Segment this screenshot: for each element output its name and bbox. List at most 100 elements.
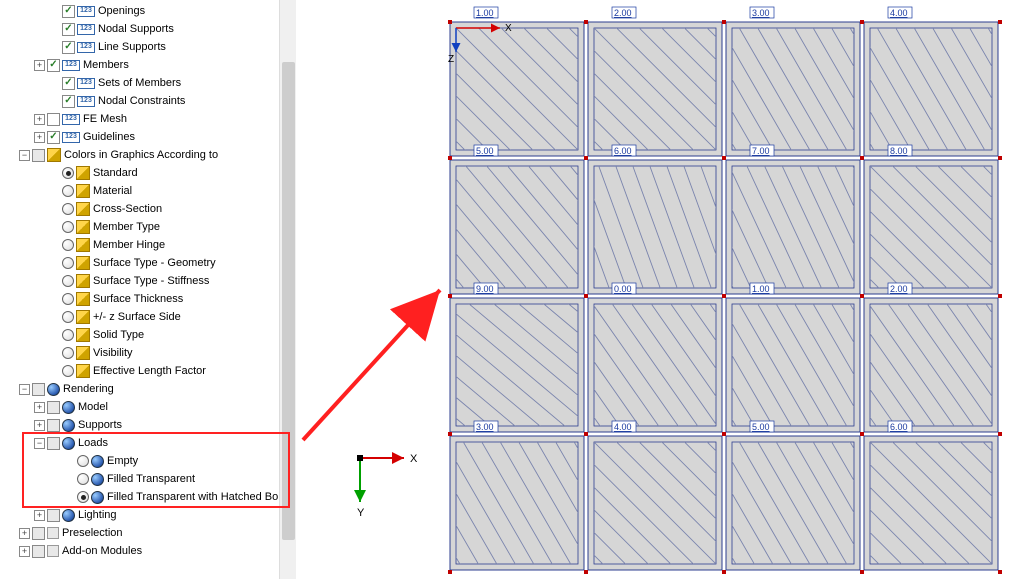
expander-icon[interactable]: [19, 150, 30, 161]
tree-row[interactable]: Nodal Supports: [4, 20, 296, 38]
radio[interactable]: [62, 311, 74, 323]
tree-row[interactable]: Surface Type - Geometry: [4, 254, 296, 272]
expander-icon[interactable]: [34, 438, 45, 449]
tree-row[interactable]: Colors in Graphics According to: [4, 146, 296, 164]
expander-spacer: [49, 240, 60, 251]
radio[interactable]: [62, 275, 74, 287]
tree-row[interactable]: Cross-Section: [4, 200, 296, 218]
expander-icon[interactable]: [19, 384, 30, 395]
tree-label: Cross-Section: [93, 200, 296, 218]
tree-row[interactable]: Filled Transparent with Hatched Bo: [4, 488, 296, 506]
sphere-icon: [62, 419, 75, 432]
checkbox[interactable]: [47, 113, 60, 126]
tree-row[interactable]: Loads: [4, 434, 296, 452]
vertical-scrollbar[interactable]: [279, 0, 296, 579]
radio[interactable]: [62, 257, 74, 269]
tree-row[interactable]: Material: [4, 182, 296, 200]
expander-icon[interactable]: [34, 60, 45, 71]
expander-icon[interactable]: [34, 132, 45, 143]
expander-spacer: [49, 168, 60, 179]
tree-row[interactable]: Member Hinge: [4, 236, 296, 254]
checkbox[interactable]: [32, 527, 45, 540]
sphere-icon: [62, 509, 75, 522]
tree-label: FE Mesh: [83, 110, 296, 128]
tree-row[interactable]: Add-on Modules: [4, 542, 296, 560]
tree-row[interactable]: Lighting: [4, 506, 296, 524]
checkbox[interactable]: [47, 59, 60, 72]
tree-row[interactable]: Preselection: [4, 524, 296, 542]
expander-icon[interactable]: [34, 510, 45, 521]
checkbox[interactable]: [62, 23, 75, 36]
checkbox[interactable]: [47, 401, 60, 414]
radio[interactable]: [62, 185, 74, 197]
checkbox[interactable]: [47, 437, 60, 450]
expander-spacer: [49, 204, 60, 215]
tree-row[interactable]: Visibility: [4, 344, 296, 362]
tree-row[interactable]: Model: [4, 398, 296, 416]
sphere-icon: [91, 455, 104, 468]
checkbox[interactable]: [47, 419, 60, 432]
tree-row[interactable]: Surface Type - Stiffness: [4, 272, 296, 290]
tree-row[interactable]: Supports: [4, 416, 296, 434]
radio[interactable]: [77, 455, 89, 467]
radio[interactable]: [62, 239, 74, 251]
tree-row[interactable]: Effective Length Factor: [4, 362, 296, 380]
radio[interactable]: [62, 293, 74, 305]
node-label: 7.00: [752, 146, 770, 156]
model-viewport[interactable]: 1.002.003.004.005.006.007.008.009.000.00…: [300, 0, 1022, 579]
tree-row[interactable]: Rendering: [4, 380, 296, 398]
expander-spacer: [49, 6, 60, 17]
expander-icon[interactable]: [19, 546, 30, 557]
tree-row[interactable]: Openings: [4, 2, 296, 20]
checkbox[interactable]: [32, 149, 45, 162]
radio[interactable]: [62, 221, 74, 233]
tree-row[interactable]: FE Mesh: [4, 110, 296, 128]
expander-icon[interactable]: [34, 402, 45, 413]
tree-label: Member Type: [93, 218, 296, 236]
tree-row[interactable]: Sets of Members: [4, 74, 296, 92]
pencil-icon: [76, 274, 90, 288]
options-tree: OpeningsNodal SupportsLine SupportsMembe…: [0, 0, 296, 560]
tree-row[interactable]: Line Supports: [4, 38, 296, 56]
expander-spacer: [49, 186, 60, 197]
tree-row[interactable]: Members: [4, 56, 296, 74]
expander-spacer: [64, 474, 75, 485]
tree-row[interactable]: Surface Thickness: [4, 290, 296, 308]
checkbox[interactable]: [32, 383, 45, 396]
checkbox[interactable]: [47, 509, 60, 522]
tree-row[interactable]: Guidelines: [4, 128, 296, 146]
expander-icon[interactable]: [34, 420, 45, 431]
checkbox[interactable]: [62, 77, 75, 90]
model-grid-svg: 1.002.003.004.005.006.007.008.009.000.00…: [300, 0, 1022, 579]
tree-row[interactable]: Standard: [4, 164, 296, 182]
scrollbar-thumb[interactable]: [282, 62, 295, 540]
checkbox[interactable]: [47, 131, 60, 144]
radio[interactable]: [62, 167, 74, 179]
radio[interactable]: [77, 491, 89, 503]
radio[interactable]: [77, 473, 89, 485]
tree-row[interactable]: Solid Type: [4, 326, 296, 344]
checkbox[interactable]: [62, 95, 75, 108]
axis-x-label: X: [410, 453, 418, 465]
tree-row[interactable]: Member Type: [4, 218, 296, 236]
radio[interactable]: [62, 329, 74, 341]
radio[interactable]: [62, 203, 74, 215]
radio[interactable]: [62, 365, 74, 377]
tree-row[interactable]: Empty: [4, 452, 296, 470]
checkbox[interactable]: [32, 545, 45, 558]
checkbox[interactable]: [62, 41, 75, 54]
tree-row[interactable]: +/- z Surface Side: [4, 308, 296, 326]
tree-row[interactable]: Nodal Constraints: [4, 92, 296, 110]
sphere-icon: [62, 401, 75, 414]
node-label: 1.00: [752, 284, 770, 294]
tree-row[interactable]: Filled Transparent: [4, 470, 296, 488]
checkbox[interactable]: [62, 5, 75, 18]
radio[interactable]: [62, 347, 74, 359]
tree-label: Empty: [107, 452, 296, 470]
tree-label: Model: [78, 398, 296, 416]
expander-icon[interactable]: [19, 528, 30, 539]
expander-icon[interactable]: [34, 114, 45, 125]
node-label: 9.00: [476, 284, 494, 294]
tree-label: Nodal Constraints: [98, 92, 296, 110]
sphere-icon: [47, 383, 60, 396]
